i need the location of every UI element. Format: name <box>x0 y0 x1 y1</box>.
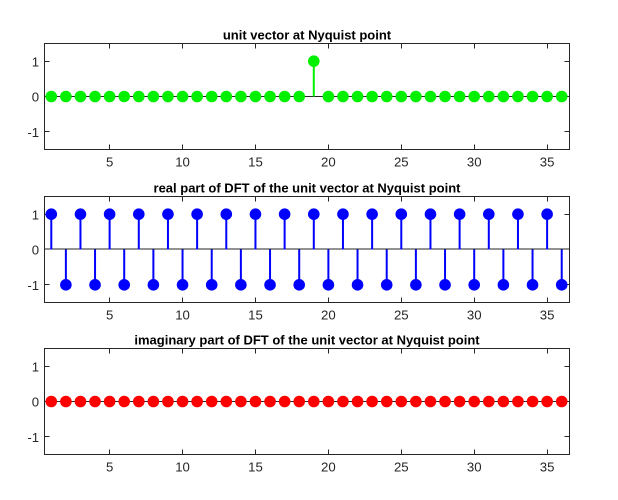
svg-text:unit vector at Nyquist point: unit vector at Nyquist point <box>223 27 392 42</box>
svg-text:25: 25 <box>394 155 409 170</box>
svg-text:20: 20 <box>321 155 336 170</box>
svg-text:10: 10 <box>175 155 190 170</box>
svg-text:10: 10 <box>175 308 190 323</box>
svg-text:30: 30 <box>467 460 482 475</box>
svg-text:35: 35 <box>540 460 555 475</box>
svg-text:imaginary part of DFT of the u: imaginary part of DFT of the unit vector… <box>134 332 480 347</box>
svg-text:-1: -1 <box>27 125 39 140</box>
svg-text:15: 15 <box>248 460 263 475</box>
svg-text:10: 10 <box>175 460 190 475</box>
svg-text:20: 20 <box>321 308 336 323</box>
svg-text:15: 15 <box>248 308 263 323</box>
svg-text:5: 5 <box>106 308 113 323</box>
svg-text:-1: -1 <box>27 278 39 293</box>
svg-text:-1: -1 <box>27 430 39 445</box>
svg-text:5: 5 <box>106 155 113 170</box>
svg-text:5: 5 <box>106 460 113 475</box>
svg-text:30: 30 <box>467 308 482 323</box>
svg-text:0: 0 <box>32 90 39 105</box>
svg-text:20: 20 <box>321 460 336 475</box>
svg-text:0: 0 <box>32 243 39 258</box>
svg-text:1: 1 <box>32 54 39 69</box>
svg-text:1: 1 <box>32 359 39 374</box>
svg-text:25: 25 <box>394 460 409 475</box>
svg-text:35: 35 <box>540 155 555 170</box>
svg-text:30: 30 <box>467 155 482 170</box>
svg-text:25: 25 <box>394 308 409 323</box>
svg-text:real part of DFT of the unit v: real part of DFT of the unit vector at N… <box>154 180 462 195</box>
svg-text:15: 15 <box>248 155 263 170</box>
svg-text:35: 35 <box>540 308 555 323</box>
svg-text:1: 1 <box>32 207 39 222</box>
svg-text:0: 0 <box>32 395 39 410</box>
